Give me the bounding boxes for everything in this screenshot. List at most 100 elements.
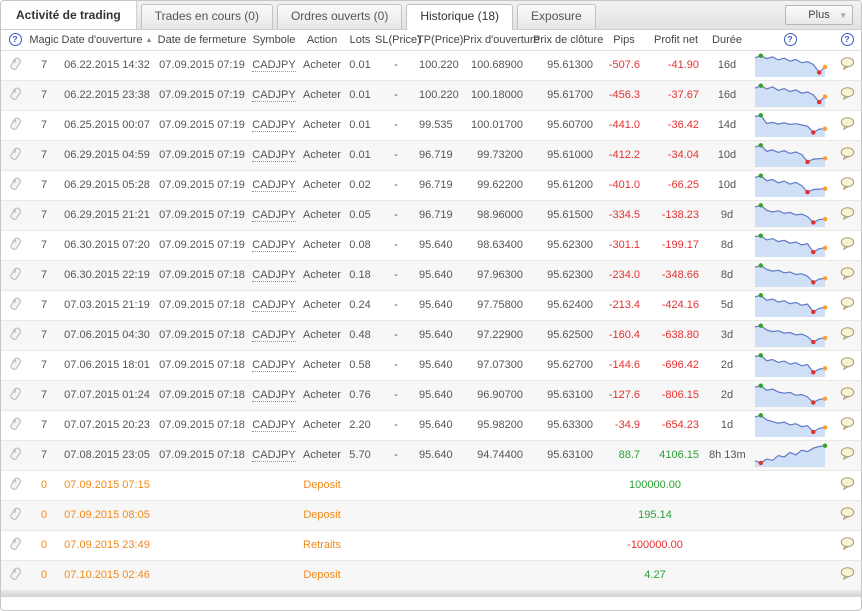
comment-icon[interactable] [840, 117, 855, 130]
sparkline-chart[interactable] [752, 52, 828, 78]
comment-icon[interactable] [840, 237, 855, 250]
comment-icon[interactable] [840, 327, 855, 340]
note-icon[interactable] [9, 177, 22, 191]
comment-icon[interactable] [840, 297, 855, 310]
col-header-sl[interactable]: SL(Price) [375, 30, 421, 51]
sparkline-chart[interactable] [752, 232, 828, 258]
sparkline-chart[interactable] [752, 262, 828, 288]
profit-cell: -37.67 [667, 89, 699, 101]
note-icon[interactable] [9, 147, 22, 161]
comment-icon[interactable] [840, 567, 855, 580]
col-header-profit[interactable]: Profit net [645, 30, 707, 51]
help-icon[interactable]: ? [783, 33, 797, 47]
comment-icon[interactable] [840, 447, 855, 460]
profit-cell: -806.15 [661, 389, 699, 401]
comment-icon[interactable] [840, 57, 855, 70]
note-icon[interactable] [9, 57, 22, 71]
col-header-action[interactable]: Action [299, 30, 345, 51]
note-icon[interactable] [9, 117, 22, 131]
action-cell: Acheter [303, 449, 341, 461]
tab-ordres-ouverts[interactable]: Ordres ouverts (0) [276, 4, 403, 29]
comment-icon[interactable] [840, 207, 855, 220]
note-icon[interactable] [9, 477, 22, 491]
note-icon[interactable] [9, 567, 22, 581]
col-header-open-date[interactable]: Date d'ouverture ▲ [59, 30, 155, 51]
note-icon[interactable] [9, 207, 22, 221]
note-icon[interactable] [9, 237, 22, 251]
col-header-duration[interactable]: Durée [707, 30, 747, 51]
lots-cell: 2.20 [349, 419, 371, 431]
symbol-link[interactable]: CADJPY [252, 389, 296, 402]
sparkline-chart[interactable] [752, 82, 828, 108]
tab-exposure[interactable]: Exposure [517, 4, 596, 29]
col-header-open-price[interactable]: Prix d'ouverture [463, 30, 540, 51]
sparkline-chart[interactable] [752, 322, 828, 348]
note-icon[interactable] [9, 387, 22, 401]
symbol-link[interactable]: CADJPY [252, 449, 296, 462]
sl-price-cell: - [394, 179, 398, 191]
comment-icon[interactable] [840, 417, 855, 430]
close-date-cell: 07.09.2015 07:18 [159, 419, 245, 431]
sparkline-chart[interactable] [752, 382, 828, 408]
col-header-tp[interactable]: TP(Price) [417, 30, 463, 51]
close-date-cell: 07.09.2015 07:19 [159, 239, 245, 251]
col-header-magic[interactable]: Magic [29, 30, 59, 51]
note-icon[interactable] [9, 447, 22, 461]
col-header-lots[interactable]: Lots [345, 30, 375, 51]
col-header-close-date[interactable]: Date de fermeture [155, 30, 249, 51]
symbol-link[interactable]: CADJPY [252, 59, 296, 72]
sparkline-chart[interactable] [752, 142, 828, 168]
symbol-link[interactable]: CADJPY [252, 359, 296, 372]
comment-icon[interactable] [840, 477, 855, 490]
symbol-link[interactable]: CADJPY [252, 269, 296, 282]
open-price-cell: 100.18000 [471, 89, 523, 101]
tab-trades-en-cours[interactable]: Trades en cours (0) [140, 4, 273, 29]
symbol-link[interactable]: CADJPY [252, 209, 296, 222]
sparkline-chart[interactable] [752, 442, 828, 468]
comment-icon[interactable] [840, 177, 855, 190]
comment-icon[interactable] [840, 147, 855, 160]
symbol-link[interactable]: CADJPY [252, 179, 296, 192]
symbol-link[interactable]: CADJPY [252, 149, 296, 162]
tab-historique[interactable]: Historique (18) [406, 4, 514, 30]
sparkline-chart[interactable] [752, 292, 828, 318]
note-icon[interactable] [9, 87, 22, 101]
comment-icon[interactable] [840, 387, 855, 400]
note-icon[interactable] [9, 507, 22, 521]
pips-cell: -144.6 [608, 359, 640, 371]
table-row: 7 07.08.2015 23:05 07.09.2015 07:18 CADJPY A… [1, 440, 861, 470]
help-icon[interactable]: ? [840, 33, 854, 47]
sparkline-chart[interactable] [752, 352, 828, 378]
symbol-link[interactable]: CADJPY [252, 329, 296, 342]
comment-icon[interactable] [840, 537, 855, 550]
sparkline-chart[interactable] [752, 202, 828, 228]
note-icon[interactable] [9, 417, 22, 431]
col-header-pips[interactable]: Pips [603, 30, 645, 51]
sparkline-chart[interactable] [752, 412, 828, 438]
col-header-symbol[interactable]: Symbole [249, 30, 299, 51]
close-price-cell: 95.63100 [547, 449, 593, 461]
duration-cell: 8h 13m [709, 449, 746, 461]
sparkline-chart[interactable] [752, 172, 828, 198]
comment-icon[interactable] [840, 267, 855, 280]
symbol-link[interactable]: CADJPY [252, 419, 296, 432]
comment-icon[interactable] [840, 357, 855, 370]
symbol-link[interactable]: CADJPY [252, 119, 296, 132]
note-icon[interactable] [9, 537, 22, 551]
sparkline-chart[interactable] [752, 112, 828, 138]
comment-icon[interactable] [840, 507, 855, 520]
symbol-link[interactable]: CADJPY [252, 299, 296, 312]
col-header-close-price[interactable]: Prix de clôture [533, 30, 603, 51]
symbol-link[interactable]: CADJPY [252, 89, 296, 102]
comment-icon[interactable] [840, 87, 855, 100]
note-icon[interactable] [9, 267, 22, 281]
profit-cell: -638.80 [661, 329, 699, 341]
tp-price-cell: 96.719 [419, 149, 453, 161]
note-icon[interactable] [9, 357, 22, 371]
note-icon[interactable] [9, 327, 22, 341]
help-icon[interactable]: ? [8, 33, 22, 47]
symbol-link[interactable]: CADJPY [252, 239, 296, 252]
action-cell: Acheter [303, 119, 341, 131]
note-icon[interactable] [9, 297, 22, 311]
plus-dropdown-button[interactable]: Plus ▼ [785, 5, 853, 25]
